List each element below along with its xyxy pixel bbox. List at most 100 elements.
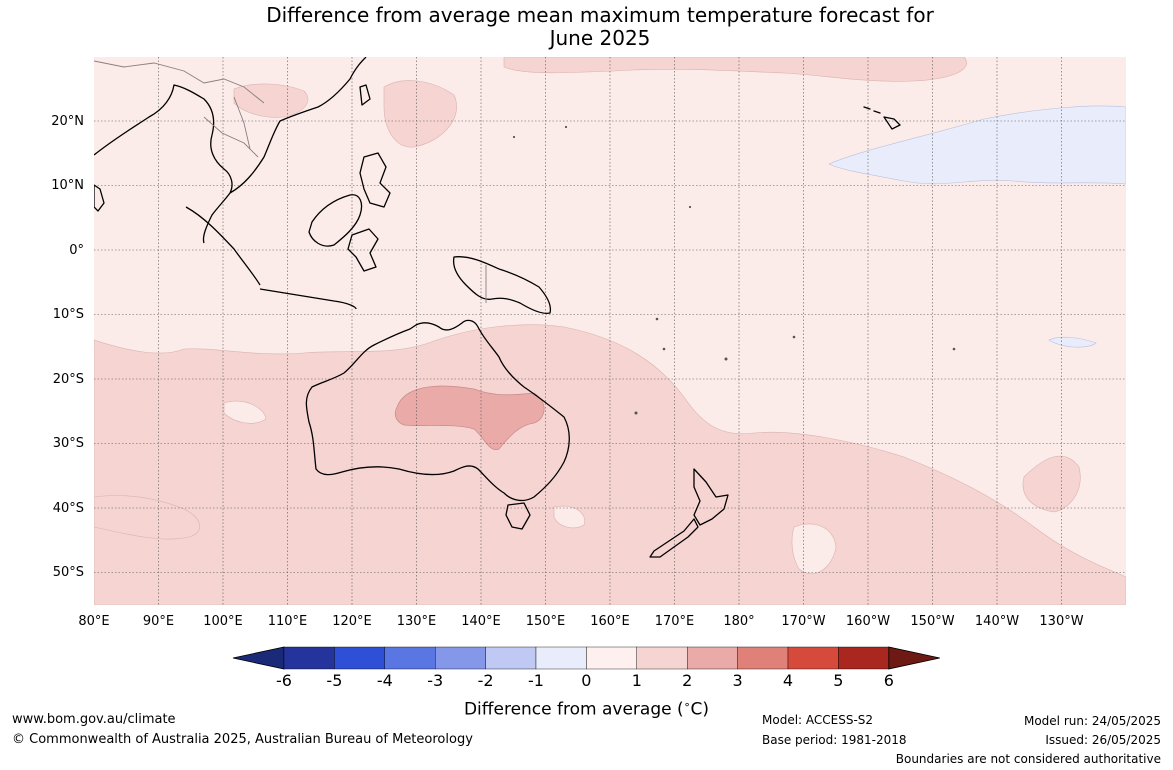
- lon-label: 150°W: [910, 614, 955, 629]
- colorbar-title: Difference from average (∘C): [0, 698, 1173, 720]
- colorbar-tick-label: -5: [326, 671, 343, 690]
- colorbar-segment: [687, 646, 738, 670]
- colorbar-tick-label: 5: [833, 671, 844, 690]
- lon-label: 140°E: [461, 614, 501, 629]
- colorbar-tick-label: 6: [883, 671, 894, 690]
- colorbar-segment: [535, 646, 587, 670]
- colorbar-segment: [636, 646, 688, 670]
- anomaly-1-2-south-band: [94, 324, 1126, 605]
- lon-label: 90°E: [142, 614, 175, 629]
- lat-label: 10°N: [51, 178, 84, 193]
- map-title: Difference from average mean maximum tem…: [0, 4, 1173, 50]
- issued-date: Issued: 26/05/2025: [1045, 733, 1161, 747]
- hawaii-coastline: [863, 106, 901, 130]
- anomaly-0-1-hole-c: [223, 400, 267, 424]
- degree-mark: ∘: [683, 698, 691, 711]
- colorbar-tick-label: -3: [427, 671, 444, 690]
- lon-label: 170°W: [781, 614, 826, 629]
- colorbar-segment: [586, 646, 637, 670]
- colorbar-tick-label: -4: [376, 671, 393, 690]
- australia-coastline: [305, 319, 570, 502]
- lat-label: 10°S: [52, 307, 84, 322]
- anomaly-1-2-philippine-sea: [383, 80, 457, 148]
- anomaly-cool-patch-small: [1048, 336, 1097, 348]
- country-borders: [94, 60, 487, 303]
- colorbar-tick-label: 1: [631, 671, 642, 690]
- colorbar-tick-label: 3: [732, 671, 743, 690]
- colorbar-segment: [334, 646, 386, 670]
- island-speck: [634, 411, 638, 415]
- anomaly-map: [94, 57, 1126, 605]
- colorbar-segment: [485, 646, 537, 670]
- island-speck: [792, 335, 796, 339]
- lat-label: 20°S: [52, 371, 84, 387]
- new-zealand-north-coastline: [693, 468, 729, 526]
- sumatra-java-coastline: [185, 206, 357, 310]
- colorbar-under-arrow: [232, 646, 285, 670]
- island-speck: [512, 135, 516, 139]
- colorbar-tick-label: -1: [528, 671, 544, 690]
- colorbar-tick-label: -6: [276, 671, 292, 690]
- copyright-text: © Commonwealth of Australia 2025, Austra…: [12, 732, 473, 747]
- colorbar-segment: [838, 646, 890, 670]
- sri-lanka-coastline: [94, 184, 105, 212]
- coastlines: [94, 57, 901, 558]
- lon-label: 130°E: [396, 614, 437, 629]
- graticule: [94, 57, 1126, 605]
- colorbar-segment: [283, 646, 335, 670]
- colorbar-tick-label: 4: [782, 671, 794, 690]
- island-speck: [655, 317, 659, 321]
- colorbar-segment: [737, 646, 789, 670]
- island-speck: [952, 347, 956, 351]
- anomaly-2-3-central-australia: [394, 385, 545, 450]
- anomaly-1-2-north-strip: [503, 57, 967, 82]
- taiwan-coastline: [359, 84, 371, 106]
- base-period: Base period: 1981-2018: [762, 733, 907, 747]
- anomaly-contours: [94, 57, 1126, 605]
- new-guinea-coastline: [452, 256, 552, 315]
- colorbar-tick-label: 2: [682, 671, 693, 690]
- asia-mainland-coastline: [94, 57, 367, 244]
- lat-label: 50°S: [52, 565, 84, 580]
- island-speck: [688, 205, 692, 209]
- philippines-coastline: [359, 152, 391, 208]
- lon-label: 110°E: [267, 614, 308, 629]
- lon-label: 120°E: [332, 614, 372, 629]
- model-name: Model: ACCESS-S2: [762, 713, 874, 727]
- colorbar-tick-label: -2: [477, 671, 494, 690]
- lon-label: 80°E: [78, 614, 110, 629]
- title-line-1: Difference from average mean maximum tem…: [266, 3, 934, 27]
- anomaly-0-1-hole-a: [791, 523, 837, 575]
- colorbar-segment: [434, 646, 486, 670]
- colorbar-unit: C): [690, 699, 710, 720]
- anomaly-1-2-indochina: [233, 83, 309, 118]
- lon-label: 180°: [723, 614, 755, 629]
- lon-label: 140°W: [974, 614, 1020, 629]
- lat-label: 30°S: [52, 436, 84, 451]
- lon-label: 160°E: [590, 614, 630, 629]
- lon-label: 130°W: [1039, 614, 1084, 629]
- new-zealand-south-coastline: [649, 518, 699, 558]
- lat-label: 40°S: [52, 500, 84, 516]
- borneo-coastline: [308, 194, 363, 247]
- lat-label: 20°N: [51, 113, 84, 129]
- tasmania-coastline: [505, 502, 531, 530]
- lat-label: 0°: [69, 242, 84, 258]
- island-speck: [724, 357, 728, 361]
- colorbar-label: Difference from average (: [463, 699, 684, 720]
- anomaly-1-2-west-ocean: [94, 495, 200, 540]
- title-line-2: June 2025: [549, 26, 651, 50]
- indochina-borders: [94, 60, 265, 158]
- island-specks: [512, 125, 956, 415]
- anomaly-1-2-east-pacific: [1022, 455, 1081, 513]
- anomaly-0-1-hole-b: [553, 505, 585, 529]
- website-link[interactable]: www.bom.gov.au/climate: [12, 712, 176, 727]
- island-speck: [662, 347, 666, 351]
- colorbar-tick-label: 0: [581, 671, 592, 690]
- island-speck: [564, 125, 568, 129]
- model-run-date: Model run: 24/05/2025: [1023, 714, 1161, 728]
- lon-label: 100°E: [203, 614, 243, 629]
- anomaly-cool-northeast-pacific: [828, 105, 1126, 185]
- colorbar-segment: [787, 646, 839, 670]
- lon-label: 160°W: [845, 614, 891, 629]
